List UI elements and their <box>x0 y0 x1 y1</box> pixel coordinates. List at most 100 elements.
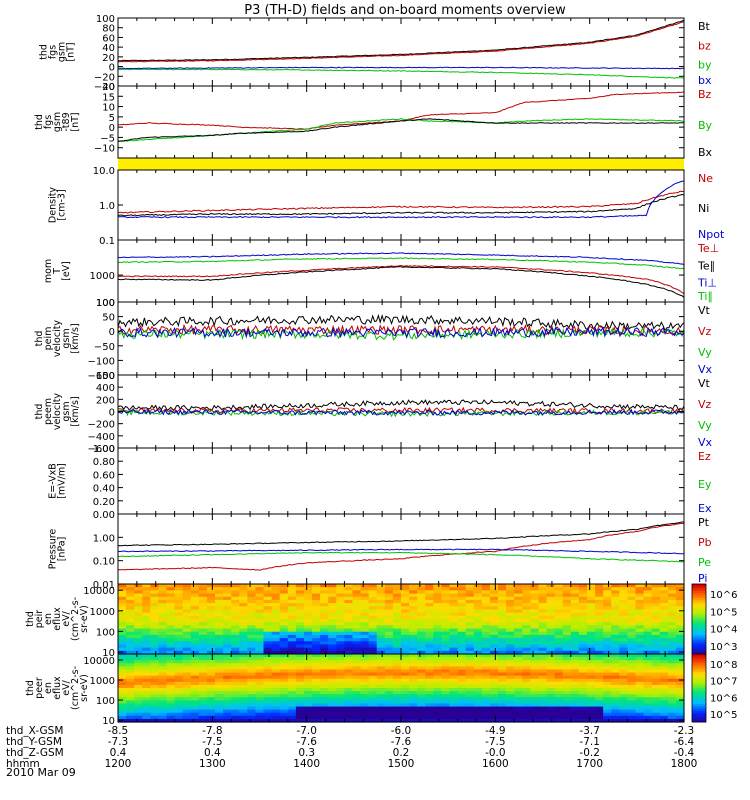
spectrogram-cell <box>538 647 548 652</box>
spectrogram-cell <box>441 615 451 620</box>
spectrogram-cell <box>279 587 289 591</box>
spectrogram-cell <box>247 669 257 674</box>
ephemeris-value: -7.6 <box>296 736 317 748</box>
spectrogram-cell <box>126 609 135 614</box>
spectrogram-cell <box>368 654 378 658</box>
spectrogram-cell <box>182 619 192 623</box>
colorbar-tick-label: 10^5 <box>710 607 737 618</box>
spectrogram-cell <box>295 703 305 708</box>
spectrogram-cell <box>247 718 257 723</box>
spectrogram-cell <box>675 660 685 664</box>
spectrogram-cell <box>320 593 329 598</box>
spectrogram-cell <box>441 584 451 588</box>
spectrogram-cell <box>498 599 507 604</box>
spectrogram-cell <box>481 700 491 705</box>
spectrogram-cell <box>150 644 160 649</box>
spectrogram-cell <box>481 596 491 601</box>
spectrogram-cell <box>546 603 556 607</box>
spectrogram-cell <box>126 681 135 686</box>
spectrogram-cell <box>239 593 248 598</box>
spectrogram-cell <box>126 584 135 588</box>
spectrogram-cell <box>611 647 620 652</box>
spectrogram-cell <box>287 606 297 611</box>
spectrogram-cell <box>514 669 523 674</box>
spectrogram-cell <box>514 644 523 649</box>
spectrogram-cell <box>635 590 645 595</box>
spectrogram-cell <box>134 606 143 611</box>
spectrogram-cell <box>134 669 143 674</box>
spectrogram-cell <box>142 650 151 655</box>
spectrogram-cell <box>231 669 240 674</box>
y-tick-label: 0.01 <box>93 580 115 591</box>
spectrogram-cell <box>295 650 305 655</box>
spectrogram-cell <box>287 599 297 604</box>
colorbar-segment <box>692 683 706 687</box>
spectrogram-cell <box>344 650 354 655</box>
spectrogram-cell <box>328 712 337 717</box>
spectrogram-cell <box>126 700 135 705</box>
spectrogram-cell <box>603 712 612 717</box>
spectrogram-cell <box>263 609 273 614</box>
spectrogram-cell <box>174 709 184 714</box>
spectrogram-cell <box>255 669 265 674</box>
spectrogram-cell <box>635 706 645 711</box>
spectrogram-cell <box>635 678 645 683</box>
spectrogram-cell <box>611 631 620 636</box>
spectrogram-cell <box>239 615 248 620</box>
spectrogram-cell <box>239 678 248 683</box>
colorbar-segment <box>692 676 706 680</box>
spectrogram-cell <box>312 654 321 658</box>
spectrogram-cell <box>271 587 281 591</box>
spectrogram-cell <box>675 612 685 617</box>
spectrogram-cell <box>239 650 248 655</box>
spectrogram-cell <box>570 697 580 701</box>
spectrogram-cell <box>457 691 467 695</box>
spectrogram-cell <box>158 697 168 701</box>
spectrogram-cell <box>417 599 426 604</box>
spectrogram-cell <box>158 647 168 652</box>
spectrogram-cell <box>384 612 394 617</box>
spectrogram-cell <box>247 706 257 711</box>
spectrogram-cell <box>312 678 321 683</box>
spectrogram-cell <box>619 700 628 705</box>
spectrogram-cell <box>392 606 402 611</box>
spectrogram-cell <box>142 590 151 595</box>
y-axis-label: Pressure <box>48 529 59 570</box>
spectrogram-cell <box>303 691 313 695</box>
spectrogram-cell <box>465 625 475 630</box>
spectrogram-cell <box>506 669 515 674</box>
spectrogram-cell <box>312 650 321 655</box>
legend-entry: Vx <box>698 436 713 449</box>
spectrogram-cell <box>239 709 248 714</box>
spectrogram-cell <box>522 606 531 611</box>
spectrogram-cell <box>570 596 580 601</box>
spectrogram-cell <box>659 619 669 623</box>
spectrogram-cell <box>635 634 645 639</box>
spectrogram-cell <box>206 622 216 626</box>
spectrogram-cell <box>659 709 669 714</box>
spectrogram-cell <box>303 718 313 723</box>
series-line-Ti⊥ <box>117 252 685 266</box>
spectrogram-cell <box>158 584 168 588</box>
spectrogram-cell <box>425 644 434 649</box>
spectrogram-cell <box>611 700 620 705</box>
spectrogram-cell <box>231 603 240 607</box>
spectrogram-cell <box>538 593 548 598</box>
spectrogram-cell <box>118 691 127 695</box>
spectrogram-cell <box>279 619 289 623</box>
spectrogram-cell <box>562 584 572 588</box>
x-tick-label: 1200 <box>105 758 132 770</box>
y-tick-label: 0 <box>109 63 115 74</box>
spectrogram-cell <box>126 660 135 664</box>
spectrogram-cell <box>320 615 329 620</box>
spectrogram-cell <box>126 625 135 630</box>
spectrogram-cell <box>344 606 354 611</box>
spectrogram-cell <box>279 628 289 633</box>
spectrogram-cell <box>384 669 394 674</box>
spectrogram-cell <box>279 596 289 601</box>
spectrogram-cell <box>417 644 426 649</box>
spectrogram-cell <box>473 641 483 646</box>
spectrogram-cell <box>595 694 604 698</box>
spectrogram-cell <box>530 678 540 683</box>
spectrogram-cell <box>384 625 394 630</box>
